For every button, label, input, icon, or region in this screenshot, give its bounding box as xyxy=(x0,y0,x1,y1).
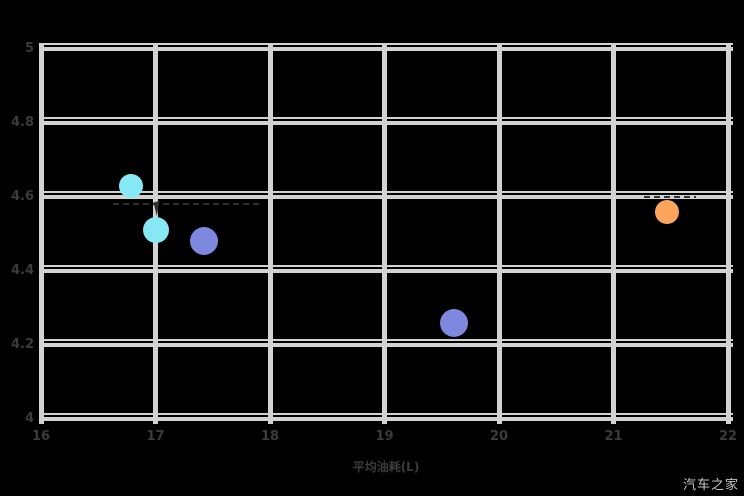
x-axis-title: 平均油耗(L) xyxy=(352,460,420,474)
y-tick-label: 5 xyxy=(24,41,34,56)
watermark-autohome: 汽车之家 xyxy=(682,478,739,493)
x-tick-label: 22 xyxy=(718,429,738,444)
x-tick-label: 20 xyxy=(489,429,509,444)
vertical-gridline xyxy=(267,45,273,424)
vertical-gridline xyxy=(38,45,44,424)
vertical-gridline xyxy=(382,45,387,424)
data-point-cyan-series[interactable] xyxy=(119,173,144,198)
y-tick-label: 4.2 xyxy=(10,337,34,352)
x-tick-label: 21 xyxy=(604,429,623,444)
y-tick-label: 4.4 xyxy=(10,263,34,278)
dashed-line-artifact xyxy=(644,196,696,198)
data-point-orange-series[interactable] xyxy=(655,199,680,224)
dashed-line-artifact xyxy=(113,203,259,206)
x-tick-label: 19 xyxy=(375,429,394,444)
x-tick-label: 17 xyxy=(146,429,165,444)
horizontal-gridline xyxy=(39,413,733,421)
x-tick-label: 16 xyxy=(31,429,51,444)
mouse-cursor-artifact xyxy=(153,199,168,216)
x-tick-label: 18 xyxy=(260,429,280,444)
data-point-cyan-series[interactable] xyxy=(142,217,169,244)
data-point-blue-series[interactable] xyxy=(440,308,469,337)
horizontal-gridline xyxy=(39,43,733,51)
vertical-gridline xyxy=(496,45,502,424)
vertical-gridline xyxy=(611,45,616,424)
y-tick-label: 4 xyxy=(24,411,34,426)
horizontal-gridline xyxy=(39,117,733,125)
horizontal-gridline xyxy=(39,191,733,199)
data-point-blue-series[interactable] xyxy=(189,227,218,256)
horizontal-gridline xyxy=(39,339,733,347)
horizontal-gridline xyxy=(39,265,733,273)
y-tick-label: 4.6 xyxy=(10,189,34,204)
y-tick-label: 4.8 xyxy=(10,115,34,130)
vertical-gridline xyxy=(725,45,731,424)
